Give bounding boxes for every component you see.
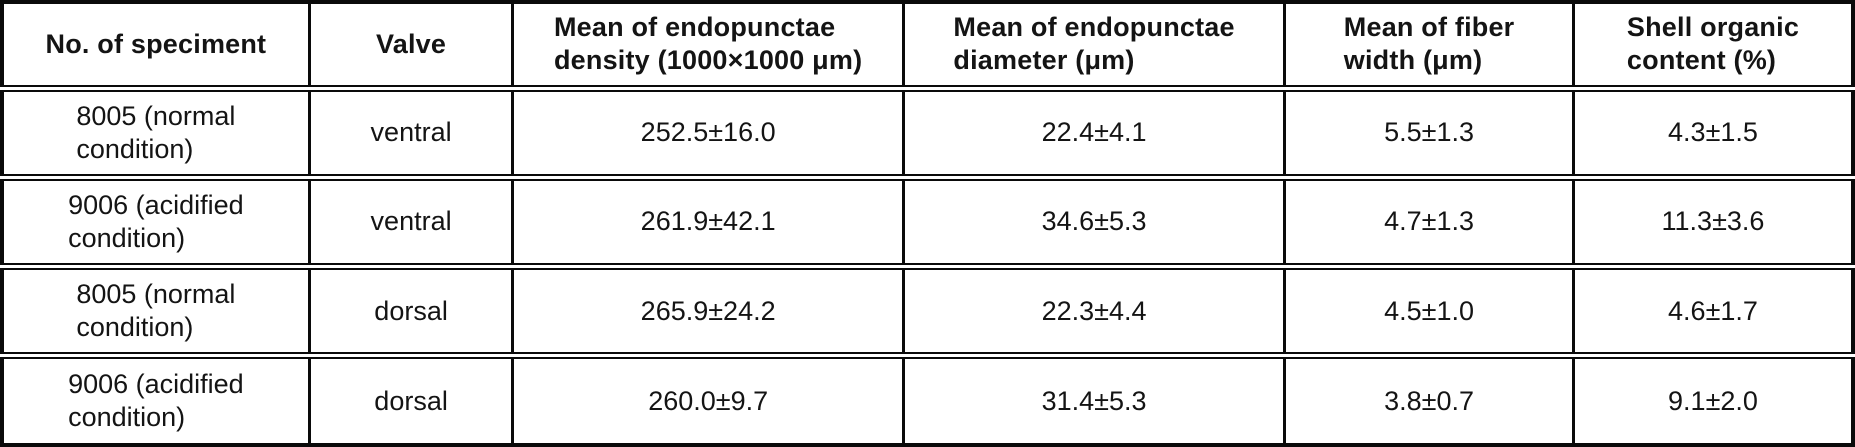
- column-header-text: Mean of fiber width (μm): [1343, 12, 1515, 76]
- column-header-fiber-width: Mean of fiber width (μm): [1283, 0, 1575, 92]
- cell-text: 22.4±4.1: [1041, 117, 1147, 148]
- cell-shell-organic-content: 9.1±2.0: [1571, 352, 1855, 447]
- cell-specimen: 9006 (acidified condition): [0, 173, 311, 269]
- cell-valve: ventral: [307, 173, 515, 269]
- cell-text: dorsal: [374, 295, 448, 326]
- cell-endopunctae-diameter: 34.6±5.3: [901, 173, 1287, 269]
- cell-text: 265.9±24.2: [640, 295, 776, 326]
- cell-valve: dorsal: [307, 262, 515, 358]
- cell-text: 8005 (normal condition): [76, 100, 236, 164]
- column-header-endopunctae-diameter: Mean of endopunctae diameter (μm): [901, 0, 1287, 92]
- cell-endopunctae-diameter: 22.4±4.1: [901, 84, 1287, 179]
- cell-specimen: 8005 (normal condition): [0, 262, 311, 358]
- cell-endopunctae-diameter: 22.3±4.4: [901, 262, 1287, 358]
- cell-valve: dorsal: [307, 352, 515, 447]
- cell-text: 9006 (acidified condition): [68, 369, 244, 433]
- column-header-specimen: No. of speciment: [0, 0, 311, 92]
- cell-text: 4.3±1.5: [1668, 117, 1758, 148]
- cell-text: 3.8±0.7: [1384, 385, 1475, 416]
- column-header-text: Valve: [376, 28, 447, 59]
- table-row: 8005 (normal condition) dorsal 265.9±24.…: [0, 262, 1855, 358]
- cell-text: 9006 (acidified condition): [68, 189, 244, 253]
- cell-text: 34.6±5.3: [1041, 206, 1147, 237]
- cell-fiber-width: 4.5±1.0: [1283, 262, 1575, 358]
- cell-text: 31.4±5.3: [1041, 385, 1147, 416]
- cell-fiber-width: 4.7±1.3: [1283, 173, 1575, 269]
- cell-shell-organic-content: 4.3±1.5: [1571, 84, 1855, 179]
- cell-text: 5.5±1.3: [1384, 117, 1475, 148]
- cell-text: ventral: [370, 117, 452, 148]
- column-header-endopunctae-density: Mean of endopunctae density (1000×1000 μ…: [511, 0, 905, 92]
- cell-text: 11.3±3.6: [1661, 206, 1765, 237]
- cell-text: 260.0±9.7: [648, 385, 769, 416]
- cell-text: 4.5±1.0: [1384, 295, 1475, 326]
- cell-fiber-width: 3.8±0.7: [1283, 352, 1575, 447]
- table-row: 9006 (acidified condition) ventral 261.9…: [0, 173, 1855, 269]
- cell-endopunctae-diameter: 31.4±5.3: [901, 352, 1287, 447]
- cell-text: 22.3±4.4: [1041, 295, 1147, 326]
- cell-text: 252.5±16.0: [640, 117, 776, 148]
- column-header-valve: Valve: [307, 0, 515, 92]
- cell-text: 9.1±2.0: [1668, 385, 1758, 416]
- column-header-text: No. of speciment: [45, 28, 267, 59]
- cell-endopunctae-density: 261.9±42.1: [511, 173, 905, 269]
- cell-specimen: 9006 (acidified condition): [0, 352, 311, 447]
- column-header-shell-organic-content: Shell organic content (%): [1571, 0, 1855, 92]
- cell-valve: ventral: [307, 84, 515, 179]
- cell-endopunctae-density: 252.5±16.0: [511, 84, 905, 179]
- cell-text: dorsal: [374, 385, 448, 416]
- table-row: 8005 (normal condition) ventral 252.5±16…: [0, 84, 1855, 179]
- cell-shell-organic-content: 4.6±1.7: [1571, 262, 1855, 358]
- column-header-text: Mean of endopunctae density (1000×1000 μ…: [553, 12, 863, 76]
- cell-shell-organic-content: 11.3±3.6: [1571, 173, 1855, 269]
- column-header-text: Shell organic content (%): [1626, 12, 1800, 76]
- cell-text: 4.7±1.3: [1384, 206, 1475, 237]
- cell-fiber-width: 5.5±1.3: [1283, 84, 1575, 179]
- cell-endopunctae-density: 260.0±9.7: [511, 352, 905, 447]
- header-row: No. of speciment Valve Mean of endopunct…: [0, 0, 1855, 92]
- cell-text: 8005 (normal condition): [76, 279, 236, 343]
- cell-text: ventral: [370, 206, 452, 237]
- cell-text: 261.9±42.1: [640, 206, 776, 237]
- cell-endopunctae-density: 265.9±24.2: [511, 262, 905, 358]
- table-row: 9006 (acidified condition) dorsal 260.0±…: [0, 352, 1855, 447]
- column-header-text: Mean of endopunctae diameter (μm): [953, 12, 1235, 76]
- cell-specimen: 8005 (normal condition): [0, 84, 311, 179]
- cell-text: 4.6±1.7: [1668, 295, 1758, 326]
